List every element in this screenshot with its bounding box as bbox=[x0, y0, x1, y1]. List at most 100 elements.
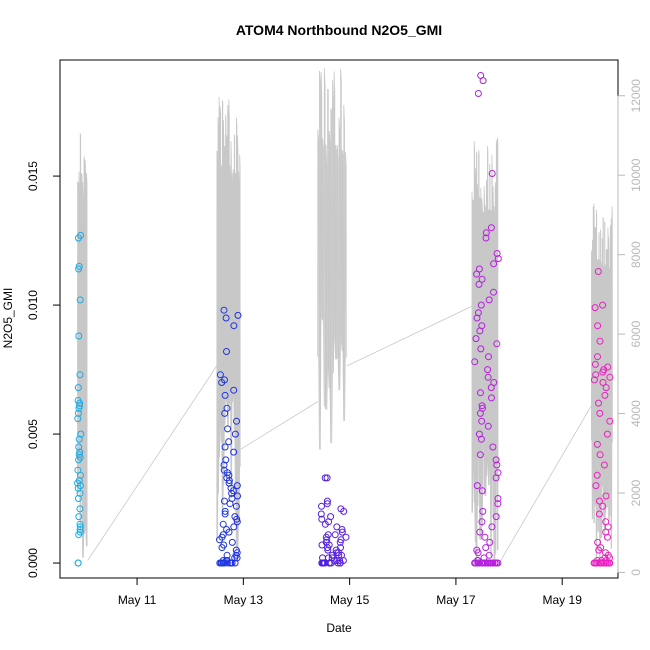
data-point bbox=[606, 417, 614, 425]
data-point bbox=[478, 275, 486, 283]
data-point bbox=[76, 296, 84, 304]
data-point bbox=[74, 409, 82, 417]
data-point bbox=[606, 559, 614, 567]
data-point bbox=[225, 477, 233, 484]
data-point bbox=[76, 399, 84, 407]
altitude-ferry-line bbox=[498, 405, 592, 565]
data-point bbox=[75, 443, 83, 451]
data-point bbox=[489, 559, 497, 567]
data-point bbox=[472, 335, 480, 343]
data-point bbox=[76, 371, 84, 379]
data-point bbox=[482, 234, 490, 242]
data-point bbox=[487, 384, 495, 392]
data-point bbox=[228, 538, 236, 546]
data-point bbox=[596, 337, 604, 345]
data-point bbox=[221, 391, 229, 399]
data-point bbox=[484, 559, 492, 567]
data-point bbox=[323, 544, 331, 552]
data-point bbox=[594, 353, 601, 361]
data-point bbox=[74, 495, 82, 502]
data-point bbox=[473, 482, 481, 490]
x-tick-label: May 11 bbox=[118, 593, 157, 607]
data-point bbox=[592, 482, 600, 490]
data-point bbox=[234, 492, 241, 500]
data-point bbox=[484, 373, 492, 381]
data-point bbox=[484, 366, 492, 374]
data-point bbox=[591, 360, 599, 368]
data-point bbox=[592, 559, 600, 567]
data-point bbox=[481, 559, 489, 567]
data-point bbox=[599, 368, 607, 376]
data-point bbox=[602, 559, 610, 567]
data-point bbox=[318, 502, 325, 510]
y-axis-label: N2O5_GMI bbox=[1, 288, 15, 349]
data-point bbox=[494, 495, 502, 502]
data-point bbox=[474, 90, 482, 97]
data-point bbox=[219, 520, 227, 528]
data-point bbox=[233, 482, 241, 490]
data-point bbox=[322, 533, 330, 541]
data-point bbox=[218, 544, 226, 552]
data-point bbox=[494, 255, 502, 263]
data-point bbox=[225, 438, 233, 446]
data-point bbox=[596, 497, 603, 505]
data-point bbox=[594, 322, 602, 330]
data-point bbox=[482, 544, 490, 552]
data-point bbox=[492, 474, 500, 482]
data-point bbox=[474, 309, 482, 317]
data-point bbox=[75, 456, 83, 464]
data-point bbox=[320, 559, 328, 567]
data-point bbox=[478, 487, 486, 495]
data-point bbox=[223, 551, 231, 559]
data-point bbox=[485, 353, 492, 361]
data-point bbox=[75, 265, 83, 273]
data-point bbox=[231, 559, 239, 567]
data-point bbox=[221, 497, 228, 505]
data-point bbox=[76, 448, 84, 456]
data-point bbox=[216, 536, 223, 544]
data-point bbox=[599, 502, 607, 510]
data-point bbox=[478, 417, 486, 425]
data-point bbox=[476, 451, 484, 459]
data-point bbox=[230, 386, 238, 394]
data-point bbox=[75, 404, 83, 412]
data-point bbox=[75, 531, 83, 539]
data-point bbox=[489, 443, 497, 451]
data-point bbox=[338, 526, 346, 533]
data-point bbox=[596, 409, 604, 417]
data-point bbox=[594, 268, 602, 275]
data-point bbox=[233, 515, 241, 523]
data-point bbox=[338, 528, 346, 536]
data-point bbox=[234, 311, 242, 319]
data-point bbox=[604, 533, 611, 541]
data-point bbox=[222, 314, 230, 322]
data-point bbox=[474, 549, 482, 557]
data-point bbox=[220, 559, 228, 567]
data-point bbox=[221, 443, 229, 451]
data-point bbox=[488, 523, 496, 531]
data-point bbox=[471, 358, 479, 366]
data-point bbox=[76, 526, 84, 533]
data-point bbox=[477, 345, 485, 353]
data-point bbox=[334, 559, 342, 567]
data-point bbox=[477, 389, 484, 397]
data-point bbox=[599, 379, 607, 386]
data-point bbox=[492, 456, 500, 464]
data-point bbox=[228, 489, 236, 497]
data-point bbox=[323, 500, 331, 508]
data-point bbox=[606, 373, 614, 381]
data-point bbox=[491, 559, 499, 567]
data-point bbox=[226, 500, 234, 508]
data-point bbox=[494, 500, 502, 508]
data-point bbox=[493, 340, 501, 348]
data-point bbox=[488, 170, 496, 177]
data-point bbox=[318, 541, 326, 549]
altitude-trace bbox=[77, 68, 613, 565]
data-point bbox=[595, 510, 603, 518]
data-point bbox=[595, 399, 602, 407]
data-point bbox=[488, 394, 495, 402]
data-point bbox=[223, 559, 231, 567]
data-point bbox=[591, 304, 599, 312]
data-point bbox=[478, 559, 486, 567]
data-point bbox=[594, 538, 602, 546]
